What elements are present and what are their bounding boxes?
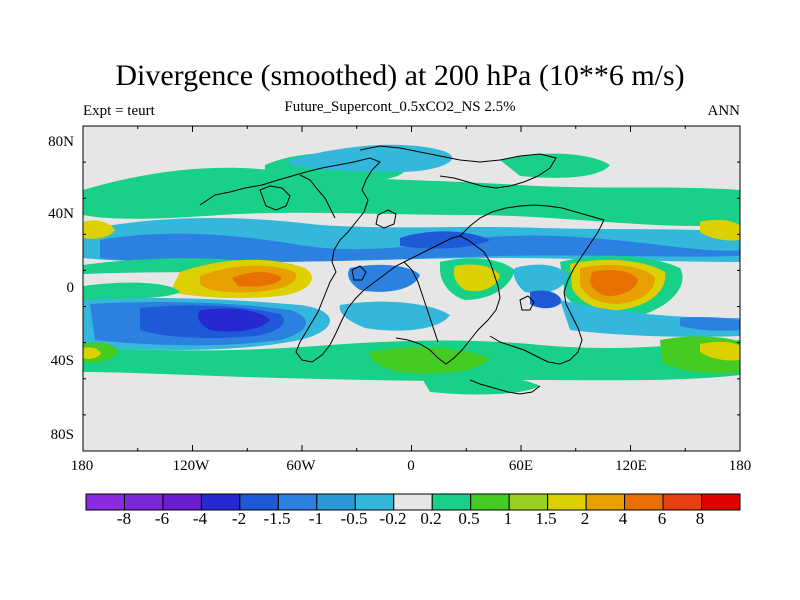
colorbar-label: -1 [308,509,324,528]
x-tick-label: 120W [172,458,210,474]
coastline [469,379,541,395]
contour-region [700,341,740,361]
colorbar-swatch [470,493,510,511]
coastline [199,157,501,365]
x-tick-label: 60W [286,458,316,474]
colorbar-swatch [200,493,241,511]
y-tick-label: 40S [50,353,74,369]
season-label: ANN [707,103,741,119]
contour-region [513,264,568,294]
colorbar-label: 2 [580,509,590,528]
contour-region [83,282,180,300]
y-tick-label: 80N [48,134,74,150]
colorbar-label: 1.5 [535,509,557,528]
experiment-label: Expt = teurt [83,103,155,119]
colorbar-label: -6 [154,509,170,528]
coastline [351,265,367,281]
contour-region [400,231,490,249]
coastline [259,185,291,211]
colorbar-label: 6 [657,509,667,528]
colorbar-label: -1.5 [263,509,291,528]
colorbar-swatch [431,493,472,511]
contour-region [700,219,740,241]
contour-region [198,308,270,332]
axis-ticks [82,125,741,452]
contour-region [530,290,562,309]
colorbar-swatch [354,493,395,511]
y-tick-label: 80S [50,427,74,443]
colorbar-swatch [123,493,164,511]
colorbar-label: -8 [116,509,132,528]
contour-region [500,153,610,178]
colorbar-swatch [508,493,549,511]
colorbar-swatch [85,493,125,511]
x-tick-label: 180 [70,458,94,474]
contour-region [339,301,450,331]
colorbar-label: -4 [192,509,208,528]
coastline [519,295,535,311]
contour-region [453,264,500,292]
colorbar-label: 8 [695,509,705,528]
colorbar-swatch [316,493,356,511]
colorbar-swatch [239,493,279,511]
x-tick-label: 180 [728,458,752,474]
coastline [299,174,336,219]
colorbar-swatch [162,493,202,511]
contour-region [590,270,638,296]
y-tick-label: 40N [48,206,74,222]
colorbar-label: 0.2 [420,509,442,528]
colorbar-swatch [277,493,318,511]
colorbar-swatch [624,493,664,511]
coastline [403,261,439,343]
colorbar-swatch [701,493,741,511]
x-tick-label: 120E [615,458,647,474]
contour-region [83,347,101,359]
coastline-outline [199,145,605,395]
colorbar-label: 4 [618,509,628,528]
colorbar-swatch [585,493,626,511]
x-tick-label: 60E [508,458,534,474]
contour-region [232,272,282,287]
colorbar [85,493,741,511]
coastline [375,209,397,229]
coastline [359,145,557,189]
contour-region [83,220,115,239]
y-tick-label: 0 [66,280,75,296]
colorbar-label: 0.5 [458,509,480,528]
colorbar-label: -2 [231,509,247,528]
page-title: Divergence (smoothed) at 200 hPa (10**6 … [115,59,685,92]
colorbar-swatch [393,493,433,511]
colorbar-label: -0.5 [340,509,368,528]
contour-region [369,347,490,374]
colorbar-label: 1 [503,509,513,528]
colorbar-swatch [547,493,587,511]
contour-region [680,317,740,331]
run-label: Future_Supercont_0.5xCO2_NS 2.5% [284,99,516,115]
colorbar-label: -0.2 [379,509,407,528]
coastline [459,204,605,365]
x-tick-label: 0 [407,458,415,474]
colorbar-swatch [662,493,703,511]
